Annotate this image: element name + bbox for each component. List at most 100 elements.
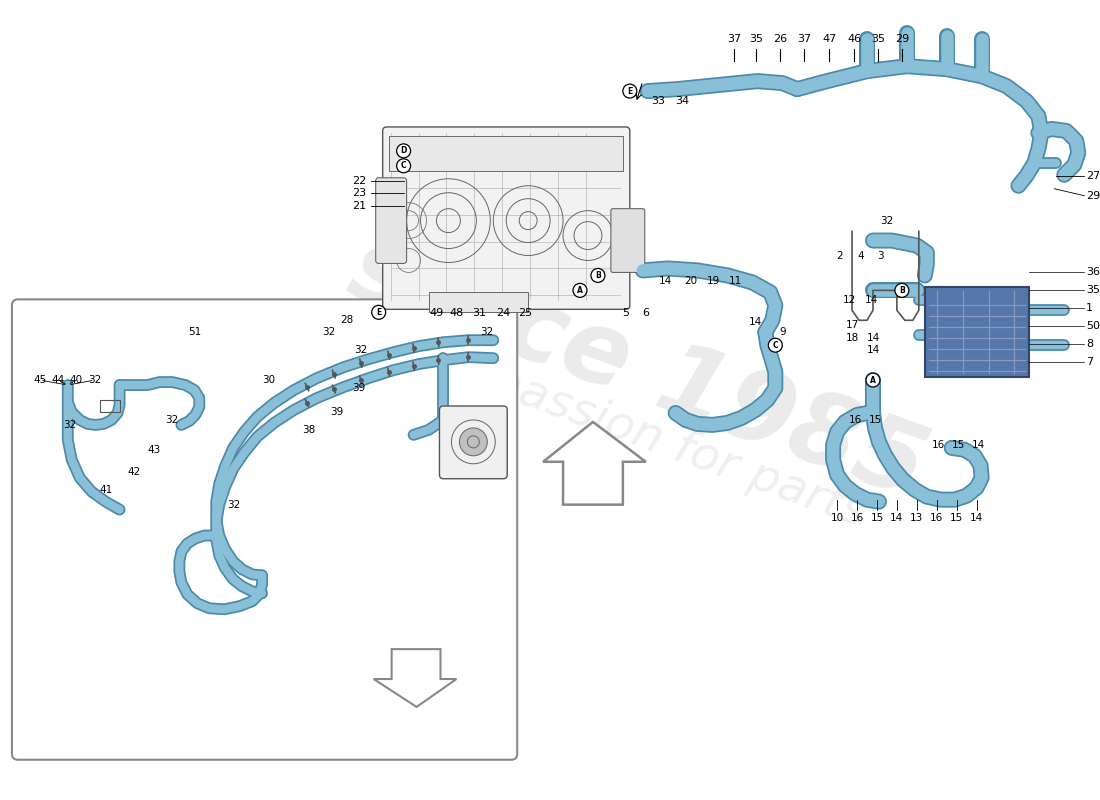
Text: 22: 22	[352, 176, 366, 186]
Text: 49: 49	[429, 308, 443, 318]
FancyBboxPatch shape	[383, 127, 630, 310]
Text: 18: 18	[846, 334, 859, 343]
Text: 33: 33	[651, 96, 664, 106]
Text: 41: 41	[99, 485, 112, 494]
Text: 15: 15	[950, 513, 964, 522]
Text: C: C	[772, 341, 778, 350]
Text: 44: 44	[52, 375, 65, 385]
Text: E: E	[376, 308, 382, 317]
Text: 32: 32	[322, 327, 335, 338]
Text: 47: 47	[822, 34, 836, 44]
Text: 48: 48	[449, 308, 463, 318]
Text: 32: 32	[480, 327, 493, 338]
Text: 5: 5	[623, 308, 629, 318]
Text: 39: 39	[330, 407, 343, 417]
Text: 15: 15	[870, 513, 883, 522]
Circle shape	[768, 338, 782, 352]
Text: 46: 46	[847, 34, 861, 44]
Text: 37: 37	[727, 34, 741, 44]
Text: 2: 2	[836, 250, 843, 261]
Text: 42: 42	[128, 466, 141, 477]
Text: 4: 4	[858, 250, 865, 261]
Text: 19: 19	[707, 277, 721, 286]
Text: 32: 32	[165, 415, 178, 425]
Circle shape	[397, 144, 410, 158]
Text: 35: 35	[749, 34, 763, 44]
Text: 32: 32	[63, 420, 76, 430]
Text: 24: 24	[496, 308, 510, 318]
FancyBboxPatch shape	[388, 136, 623, 170]
Text: 14: 14	[890, 513, 903, 522]
Text: 7: 7	[1086, 357, 1093, 367]
Text: 14: 14	[970, 513, 983, 522]
Text: 39: 39	[352, 383, 365, 393]
Text: 36: 36	[1086, 267, 1100, 278]
Text: 21: 21	[353, 201, 366, 210]
Text: A: A	[870, 375, 876, 385]
Text: 17: 17	[846, 320, 859, 330]
Text: 14: 14	[972, 440, 986, 450]
Text: 35: 35	[1086, 286, 1100, 295]
Text: 32: 32	[880, 216, 893, 226]
Text: B: B	[595, 271, 601, 280]
Text: 27: 27	[1086, 170, 1100, 181]
Text: 16: 16	[932, 440, 945, 450]
Circle shape	[895, 283, 909, 298]
Text: 29: 29	[1086, 190, 1100, 201]
Text: 12: 12	[843, 295, 856, 306]
Text: 34: 34	[675, 96, 690, 106]
Text: 51: 51	[188, 327, 201, 338]
FancyBboxPatch shape	[925, 287, 1030, 377]
Text: 31: 31	[472, 308, 486, 318]
Circle shape	[623, 84, 637, 98]
Text: 16: 16	[850, 513, 864, 522]
Text: B: B	[899, 286, 904, 295]
Circle shape	[573, 283, 587, 298]
Circle shape	[372, 306, 386, 319]
Text: 6: 6	[642, 308, 649, 318]
Text: 13: 13	[910, 513, 923, 522]
Text: 45: 45	[33, 375, 46, 385]
Text: since 1985: since 1985	[337, 221, 939, 519]
Text: 16: 16	[848, 415, 861, 425]
FancyBboxPatch shape	[429, 292, 528, 312]
Text: 50: 50	[1086, 322, 1100, 331]
Text: 23: 23	[353, 188, 366, 198]
FancyBboxPatch shape	[610, 209, 645, 273]
Text: 14: 14	[659, 277, 672, 286]
FancyBboxPatch shape	[12, 299, 517, 760]
Text: 15: 15	[953, 440, 966, 450]
Text: 25: 25	[518, 308, 532, 318]
Circle shape	[591, 269, 605, 282]
Text: 3: 3	[878, 250, 884, 261]
Text: 32: 32	[88, 375, 101, 385]
FancyBboxPatch shape	[376, 178, 407, 263]
Polygon shape	[543, 422, 646, 505]
Text: 15: 15	[868, 415, 881, 425]
Text: 20: 20	[684, 277, 697, 286]
Text: 14: 14	[867, 334, 880, 343]
Text: 35: 35	[871, 34, 886, 44]
Text: 30: 30	[263, 375, 276, 385]
Circle shape	[460, 428, 487, 456]
Polygon shape	[374, 649, 456, 707]
Text: 10: 10	[830, 513, 844, 522]
Text: 26: 26	[773, 34, 788, 44]
Circle shape	[397, 159, 410, 173]
Circle shape	[468, 436, 480, 448]
Text: 32: 32	[228, 500, 241, 510]
Text: 14: 14	[867, 345, 880, 355]
Text: 38: 38	[302, 425, 316, 435]
Circle shape	[866, 373, 880, 387]
Text: D: D	[400, 146, 407, 155]
Text: E: E	[627, 86, 632, 95]
Text: 8: 8	[1086, 339, 1093, 349]
FancyBboxPatch shape	[440, 406, 507, 478]
Text: 37: 37	[798, 34, 812, 44]
Text: 14: 14	[865, 295, 878, 306]
Text: 29: 29	[894, 34, 909, 44]
Text: 16: 16	[931, 513, 944, 522]
Text: 11: 11	[729, 277, 743, 286]
Text: a passion for parts: a passion for parts	[443, 343, 872, 536]
Text: 40: 40	[69, 375, 82, 385]
